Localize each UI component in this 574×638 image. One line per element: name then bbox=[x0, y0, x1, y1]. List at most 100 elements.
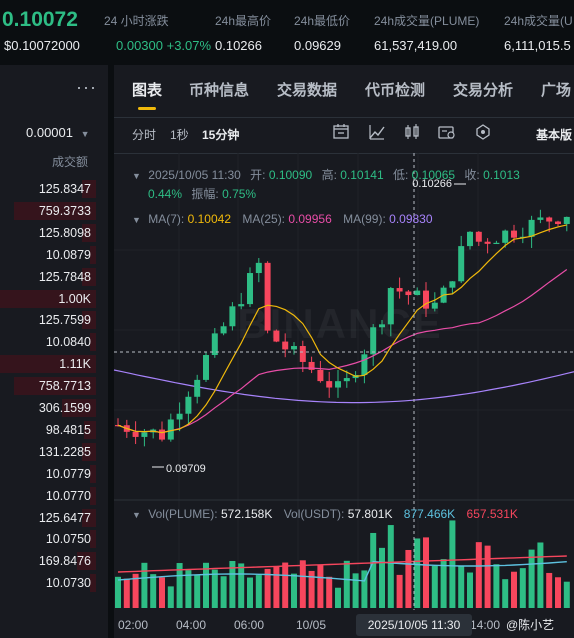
tab-token-check[interactable]: 代币检测 bbox=[365, 82, 426, 99]
stat-value-low: 0.09629 bbox=[294, 38, 341, 53]
volume-bar bbox=[352, 573, 359, 608]
x-tick-1: 04:00 bbox=[176, 618, 207, 632]
candle-icon[interactable] bbox=[403, 123, 421, 141]
order-book-row[interactable]: 758.7713 bbox=[0, 375, 108, 397]
depth-bar bbox=[90, 333, 96, 352]
volume-bar bbox=[238, 563, 245, 608]
order-book-row[interactable]: 125.6477 bbox=[0, 507, 108, 529]
tab-square[interactable]: 广场 bbox=[541, 82, 572, 99]
order-book-row[interactable]: 98.4815 bbox=[0, 419, 108, 441]
author-credit: @陈小艺 bbox=[506, 618, 555, 632]
vol-base-value: 572.158K bbox=[220, 507, 273, 521]
candle-body bbox=[291, 346, 297, 350]
tab-coin-info[interactable]: 币种信息 bbox=[189, 82, 250, 99]
drawing-icon[interactable] bbox=[474, 123, 492, 141]
volume-bar bbox=[387, 525, 394, 608]
order-book-volume: 10.0770 bbox=[45, 488, 91, 503]
order-book-row[interactable]: 10.0770 bbox=[0, 485, 108, 507]
chart-type-icon[interactable] bbox=[368, 123, 386, 141]
order-book-row[interactable]: 131.2285 bbox=[0, 441, 108, 463]
depth-bar bbox=[90, 464, 96, 483]
open-value: 0.10090 bbox=[268, 168, 313, 182]
candle-body bbox=[273, 330, 280, 342]
order-book-row[interactable]: 169.8476 bbox=[0, 550, 108, 572]
candle-body bbox=[546, 217, 553, 222]
candle-body bbox=[431, 302, 438, 309]
ma99-line bbox=[113, 369, 574, 404]
order-book-row[interactable]: 10.0779 bbox=[0, 463, 108, 485]
order-book-row[interactable]: 10.0730 bbox=[0, 572, 108, 594]
tab-trade-analysis[interactable]: 交易分析 bbox=[453, 82, 514, 99]
volume-bar bbox=[519, 568, 526, 608]
ma25-line bbox=[117, 269, 568, 434]
order-book-row[interactable]: 10.0840 bbox=[0, 331, 108, 353]
order-book-row[interactable]: 1.11K bbox=[0, 353, 108, 375]
order-book-row[interactable]: 125.8098 bbox=[0, 222, 108, 244]
volume-bar bbox=[475, 542, 482, 608]
toolbar-divider bbox=[114, 153, 574, 154]
x-tick-4: 14:00 bbox=[470, 618, 501, 632]
tab-chart[interactable]: 图表 bbox=[132, 82, 163, 99]
tab-trading-data[interactable]: 交易数据 bbox=[277, 82, 338, 99]
interval-1s[interactable]: 1秒 bbox=[170, 128, 189, 142]
layout-mode-basic[interactable]: 基本版 bbox=[536, 128, 573, 142]
candle-body bbox=[537, 217, 544, 220]
order-book-row[interactable]: 125.8347 bbox=[0, 178, 108, 200]
depth-bar bbox=[14, 377, 96, 396]
order-book-volume: 10.0840 bbox=[45, 335, 91, 350]
stat-label-change: 24 小时涨跌 bbox=[104, 14, 169, 28]
order-book-row[interactable]: 10.0750 bbox=[0, 528, 108, 550]
crosshair bbox=[114, 153, 574, 610]
ticker-header: 0.10072 $0.10072000 24 小时涨跌 0.00300 +3.0… bbox=[0, 0, 574, 62]
candle-body bbox=[194, 379, 201, 397]
order-book-row[interactable]: 125.7848 bbox=[0, 266, 108, 288]
interval-15m[interactable]: 15分钟 bbox=[202, 128, 240, 142]
volume-bar bbox=[484, 545, 491, 608]
order-book-row[interactable]: 125.7599 bbox=[0, 309, 108, 331]
order-book-volume: 758.7713 bbox=[38, 379, 91, 394]
volume-bar bbox=[247, 577, 253, 608]
candle-body bbox=[370, 327, 377, 355]
volume-bar bbox=[229, 560, 236, 608]
indicator-icon[interactable] bbox=[332, 123, 350, 141]
order-book-volume: 98.4815 bbox=[45, 422, 91, 437]
volume-bar bbox=[414, 538, 421, 608]
order-book-row[interactable]: 10.0879 bbox=[0, 244, 108, 266]
price-step-select[interactable]: 0.00001 ▼ bbox=[26, 125, 90, 140]
volume-bar bbox=[440, 559, 447, 608]
stat-value-volume-quote: 6,111,015.5 bbox=[504, 38, 571, 53]
order-book-row[interactable]: 306.1599 bbox=[0, 397, 108, 419]
order-book-row[interactable]: 1.00K bbox=[0, 288, 108, 310]
candle-body bbox=[299, 346, 306, 362]
vol-collapse-icon[interactable]: ▼ bbox=[132, 510, 141, 520]
depth-bar bbox=[90, 530, 96, 549]
volume-bar bbox=[291, 573, 297, 608]
collapse-icon[interactable]: ▼ bbox=[132, 171, 141, 181]
candle-body bbox=[132, 431, 139, 437]
more-options-icon[interactable]: ··· bbox=[76, 77, 97, 97]
volume-bar bbox=[555, 577, 561, 608]
volume-bar bbox=[167, 586, 174, 608]
candle-body bbox=[343, 378, 350, 382]
volume-bar bbox=[423, 537, 429, 608]
volume-bar bbox=[546, 572, 553, 608]
settings-icon[interactable] bbox=[437, 123, 457, 141]
ma7-polyline bbox=[117, 224, 567, 434]
interval-time-sharing[interactable]: 分时 bbox=[132, 128, 157, 142]
volume-bar bbox=[282, 562, 289, 608]
order-book-volume: 1.11K bbox=[59, 357, 91, 372]
change-value: 0.44% bbox=[148, 187, 183, 201]
stat-label-volume-quote: 24h成交量(U bbox=[504, 14, 573, 28]
volume-ma1-polyline bbox=[117, 560, 567, 582]
volume-legend: ▼ Vol(PLUME): 572.158K Vol(USDT): 57.801… bbox=[132, 507, 518, 521]
ma25-label: MA(25): bbox=[242, 212, 286, 226]
candle-body bbox=[502, 230, 509, 243]
candle-body bbox=[493, 242, 500, 245]
volume-bar bbox=[194, 575, 201, 608]
ma-collapse-icon[interactable]: ▼ bbox=[132, 215, 141, 225]
volume-bar bbox=[141, 562, 148, 608]
order-book-row[interactable]: 759.3733 bbox=[0, 200, 108, 222]
volume-ma2-polyline bbox=[117, 555, 567, 573]
order-book-volume: 10.0879 bbox=[45, 247, 91, 262]
